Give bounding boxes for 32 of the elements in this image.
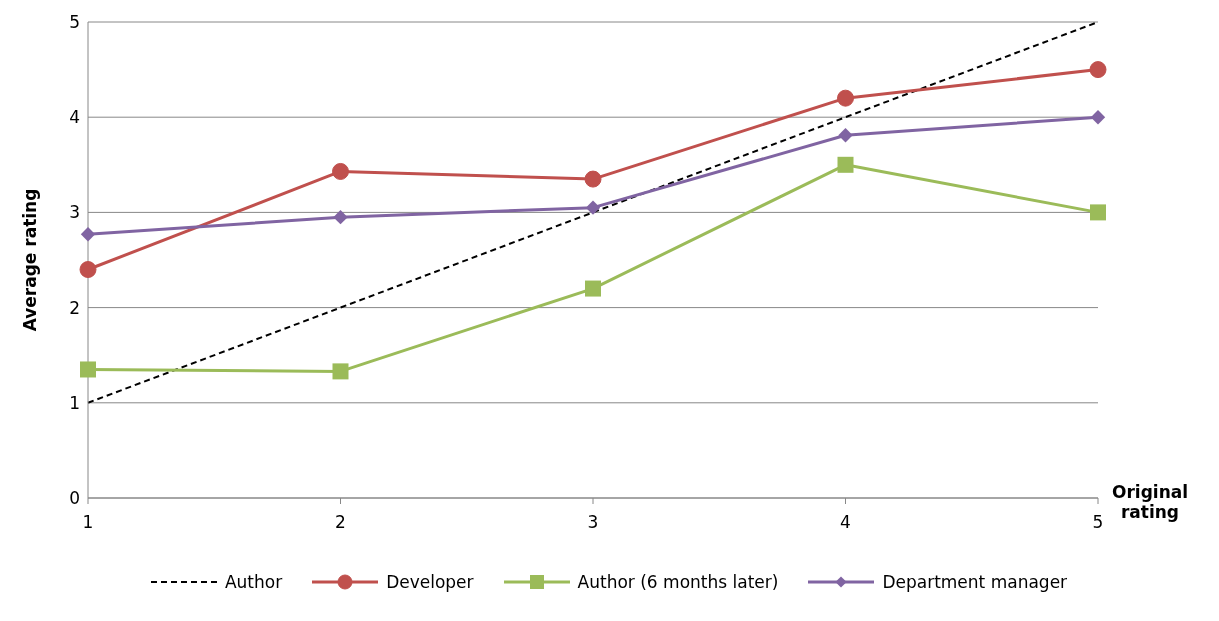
y-tick-label: 1 [69,392,80,413]
x-axis-title: Original rating [1111,482,1189,522]
legend-label: Author (6 months later) [577,572,779,592]
point [333,209,348,225]
legend-label: Developer [386,572,474,592]
point [79,261,97,279]
point [585,280,601,297]
y-axis-title: Average rating [20,188,41,332]
point [80,227,96,242]
x-tick-label: 1 [82,512,94,533]
y-tick-label: 0 [69,488,80,509]
point [332,363,349,380]
point [332,162,349,180]
x-tick-label: 5 [1092,512,1104,533]
point [837,89,854,107]
point [80,361,96,378]
point [585,200,601,215]
point [584,170,602,188]
point [838,128,853,143]
x-tick-label: 3 [587,512,599,533]
x-tick-label: 4 [840,512,851,533]
point [837,156,854,173]
point [1090,110,1106,125]
y-tick-label: 4 [69,107,80,128]
legend-label: Department manager [882,572,1068,592]
point [1090,204,1106,221]
y-tick-label: 2 [69,297,80,318]
x-tick-label: 2 [335,512,346,533]
y-tick-label: 3 [69,202,80,223]
legend-label: Author [224,572,283,592]
y-tick-label: 5 [69,12,80,33]
point [1089,61,1107,79]
